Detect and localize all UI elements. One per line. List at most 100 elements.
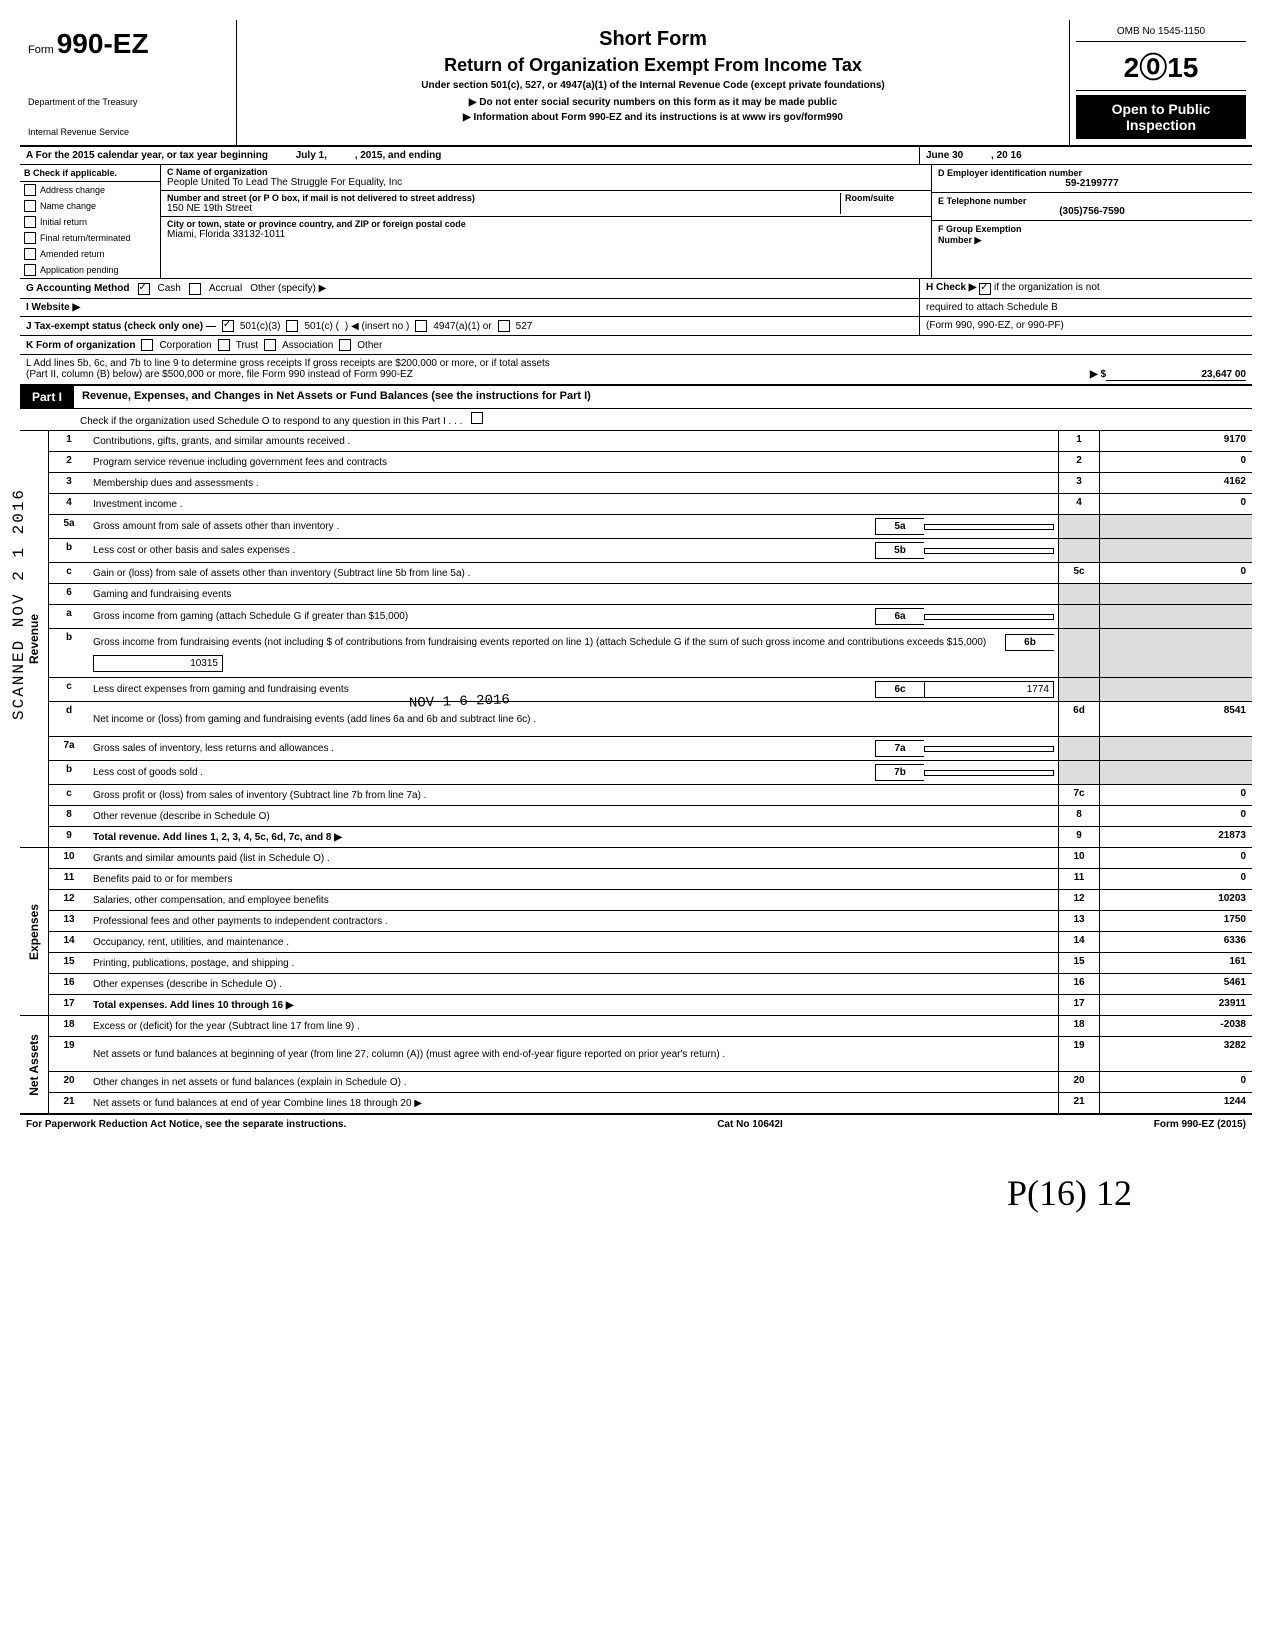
part1-sub: Check if the organization used Schedule … — [20, 409, 1252, 431]
box-num: 1 — [1058, 431, 1099, 451]
check-final-return[interactable]: Final return/terminated — [20, 230, 160, 246]
header-left: Form 990-EZ Department of the Treasury I… — [20, 20, 237, 145]
checkbox-corp[interactable] — [141, 339, 153, 351]
g-accrual: Accrual — [209, 283, 242, 294]
l-arrow: ▶ $ — [1090, 369, 1106, 381]
checkbox-4947[interactable] — [415, 320, 427, 332]
line-desc: Gross income from gaming (attach Schedul… — [89, 605, 1058, 628]
line-17: 17 Total expenses. Add lines 10 through … — [49, 995, 1252, 1015]
box-num: 12 — [1058, 890, 1099, 910]
k-opt4: Other — [357, 340, 382, 351]
box-val: 6336 — [1099, 932, 1252, 952]
inner-box-num: 6c — [875, 681, 924, 698]
line-desc: Contributions, gifts, grants, and simila… — [89, 431, 1058, 451]
line-num: 11 — [49, 869, 89, 889]
box-val-shaded — [1099, 515, 1252, 538]
box-num: 11 — [1058, 869, 1099, 889]
l-value: 23,647 00 — [1106, 369, 1246, 381]
checkbox-schedule-o[interactable] — [471, 412, 483, 424]
line-13: 13 Professional fees and other payments … — [49, 911, 1252, 932]
line-5b: b Less cost or other basis and sales exp… — [49, 539, 1252, 563]
checkbox-other[interactable] — [339, 339, 351, 351]
box-val-shaded — [1099, 761, 1252, 784]
line-desc: Less cost of goods sold . 7b — [89, 761, 1058, 784]
k-opt3: Association — [282, 340, 333, 351]
ein-value: 59-2199777 — [938, 178, 1246, 189]
handwritten-note: P(16) 12 — [1007, 1172, 1132, 1214]
group-label2: Number ▶ — [938, 235, 981, 245]
inner-box-num: 5a — [875, 518, 924, 535]
check-app-pending[interactable]: Application pending — [20, 262, 160, 278]
line-6c: c Less direct expenses from gaming and f… — [49, 678, 1252, 702]
h-text2: if the organization is not — [994, 282, 1100, 293]
col-b-header: B Check if applicable. — [20, 165, 160, 182]
check-label: Name change — [40, 201, 96, 211]
box-val-shaded — [1099, 629, 1252, 677]
line-7c: c Gross profit or (loss) from sales of i… — [49, 785, 1252, 806]
line-num: 21 — [49, 1093, 89, 1113]
short-form-label: Short Form — [249, 28, 1057, 51]
line-desc: Total expenses. Add lines 10 through 16 … — [89, 995, 1058, 1015]
line-num: d — [49, 702, 89, 736]
box-val: 0 — [1099, 806, 1252, 826]
checkbox-h[interactable] — [979, 283, 991, 295]
line-num: 13 — [49, 911, 89, 931]
line-desc: Other revenue (describe in Schedule O) — [89, 806, 1058, 826]
inner-box-num: 7b — [875, 764, 924, 781]
line-desc: Less cost or other basis and sales expen… — [89, 539, 1058, 562]
box-num: 5c — [1058, 563, 1099, 583]
checkbox-trust[interactable] — [218, 339, 230, 351]
netassets-side-label: Net Assets — [20, 1016, 49, 1113]
part1-label: Part I — [20, 386, 74, 408]
j-opt1: 501(c)(3) — [240, 321, 281, 332]
dept-treasury: Department of the Treasury — [28, 97, 228, 107]
scanned-stamp: SCANNED NOV 2 1 2016 — [10, 488, 28, 720]
revenue-section: Revenue 1 Contributions, gifts, grants, … — [20, 431, 1252, 848]
checkbox-501c3[interactable] — [222, 320, 234, 332]
box-val: 0 — [1099, 848, 1252, 868]
line-num: 17 — [49, 995, 89, 1015]
line-5c: c Gain or (loss) from sale of assets oth… — [49, 563, 1252, 584]
line-desc: Investment income . — [89, 494, 1058, 514]
box-val: 5461 — [1099, 974, 1252, 994]
inner-box-val: 1774 — [924, 681, 1054, 698]
row-a-end-year: , 20 16 — [991, 150, 1022, 161]
street: 150 NE 19th Street — [167, 203, 840, 214]
checkbox-icon — [24, 216, 36, 228]
checkbox-cash[interactable] — [138, 283, 150, 295]
line-desc: Gross amount from sale of assets other t… — [89, 515, 1058, 538]
box-num-shaded — [1058, 629, 1099, 677]
check-amended[interactable]: Amended return — [20, 246, 160, 262]
g-label: G Accounting Method — [26, 283, 130, 294]
checkbox-527[interactable] — [498, 320, 510, 332]
line-num: b — [49, 629, 89, 677]
street-label: Number and street (or P O box, if mail i… — [167, 193, 840, 203]
netassets-body: 18 Excess or (deficit) for the year (Sub… — [49, 1016, 1252, 1113]
box-num: 3 — [1058, 473, 1099, 493]
part1-sub-text: Check if the organization used Schedule … — [80, 416, 462, 427]
k-opt1: Corporation — [159, 340, 211, 351]
row-l: L Add lines 5b, 6c, and 7b to line 9 to … — [20, 355, 1252, 386]
checkbox-501c[interactable] — [286, 320, 298, 332]
check-name-change[interactable]: Name change — [20, 198, 160, 214]
line-num: 7a — [49, 737, 89, 760]
inner-box-val — [924, 770, 1054, 776]
box-num: 7c — [1058, 785, 1099, 805]
line-num: 12 — [49, 890, 89, 910]
subtitle: Under section 501(c), 527, or 4947(a)(1)… — [249, 80, 1057, 91]
box-num: 9 — [1058, 827, 1099, 847]
line-num: 20 — [49, 1072, 89, 1092]
checkbox-icon — [24, 264, 36, 276]
phone-cell: E Telephone number (305)756-7590 — [932, 193, 1252, 221]
line-num: 9 — [49, 827, 89, 847]
part1-header: Part I Revenue, Expenses, and Changes in… — [20, 386, 1252, 409]
checkbox-assoc[interactable] — [264, 339, 276, 351]
line-desc: Net assets or fund balances at beginning… — [89, 1037, 1058, 1071]
line-desc: Gaming and fundraising events — [89, 584, 1058, 604]
line-4: 4 Investment income . 4 0 — [49, 494, 1252, 515]
check-address-change[interactable]: Address change — [20, 182, 160, 198]
ein-label: D Employer identification number — [938, 168, 1246, 178]
checkbox-accrual[interactable] — [189, 283, 201, 295]
org-name: People United To Lead The Struggle For E… — [167, 177, 925, 188]
check-initial-return[interactable]: Initial return — [20, 214, 160, 230]
